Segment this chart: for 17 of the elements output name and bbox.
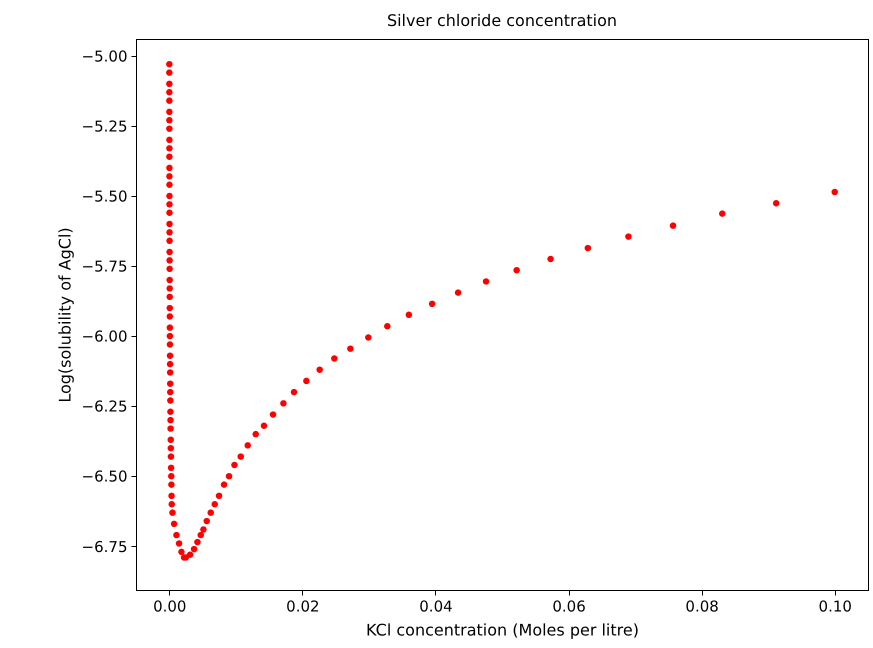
y-tick-label: −6.25 xyxy=(82,398,128,416)
y-tick-label: −6.50 xyxy=(82,468,128,486)
y-tick-label: −5.50 xyxy=(82,187,128,206)
y-tick-label: −5.25 xyxy=(82,117,128,136)
y-tick-label: −6.75 xyxy=(82,538,128,556)
x-tick-label: 0.06 xyxy=(552,598,586,616)
y-tick-label: −6.00 xyxy=(82,328,128,346)
y-tick-label: −5.00 xyxy=(82,47,128,66)
x-axis-title: KCl concentration (Moles per litre) xyxy=(366,620,639,640)
x-tick-label: 0.08 xyxy=(685,598,719,616)
y-axis-title: Log(solubility of AgCl) xyxy=(56,227,75,403)
x-tick-label: 0.10 xyxy=(818,598,852,616)
y-tick-label: −5.75 xyxy=(82,258,128,276)
x-tick-label: 0.02 xyxy=(286,598,320,616)
x-tick-label: 0.04 xyxy=(419,598,453,616)
x-tick-label: 0.00 xyxy=(153,598,186,616)
chart-title: Silver chloride concentration xyxy=(386,11,618,30)
